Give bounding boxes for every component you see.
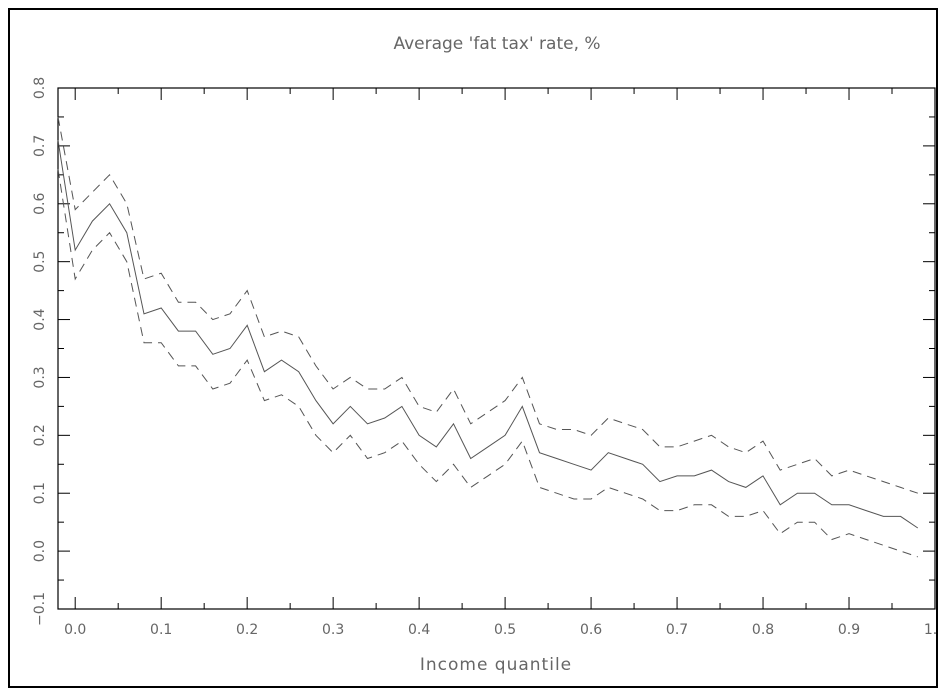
estimate-line — [57, 140, 919, 529]
x-tick-label: 0.8 — [752, 622, 774, 638]
x-tick-label: 0.4 — [408, 622, 430, 638]
y-tick-label: 0.2 — [32, 424, 48, 446]
y-tick-label: 0.3 — [32, 366, 48, 388]
plot-area — [57, 87, 936, 610]
x-tick-label: 0.7 — [666, 622, 688, 638]
series-lines — [57, 116, 919, 558]
y-tick-label: 0.4 — [32, 308, 48, 330]
line-chart: Average 'fat tax' rate, % 0.0 0.1 0.2 0.3 0.… — [32, 34, 936, 675]
x-tick-labels: 0.0 0.1 0.2 0.3 0.4 0.5 0.6 0.7 0.8 0.9 1.0 — [64, 622, 936, 638]
y-tick-label: 0.5 — [32, 251, 48, 273]
x-tick-label: 1.0 — [924, 622, 936, 638]
y-tick-label: −0.1 — [32, 592, 48, 626]
y-tick-label: 0.1 — [32, 482, 48, 504]
y-tick-label: 0.0 — [32, 540, 48, 562]
y-tick-label: 0.6 — [32, 193, 48, 215]
axis-ticks — [58, 87, 936, 610]
confidence-band-line — [57, 116, 918, 494]
x-tick-label: 0.3 — [322, 622, 344, 638]
x-tick-label: 0.0 — [64, 622, 86, 638]
x-axis-label: Income quantile — [420, 655, 572, 675]
x-tick-label: 0.9 — [838, 622, 860, 638]
x-tick-label: 0.2 — [236, 622, 258, 638]
y-tick-label: 0.8 — [32, 77, 48, 99]
chart-title: Average 'fat tax' rate, % — [393, 34, 600, 54]
y-tick-label: 0.7 — [32, 135, 48, 157]
chart-frame: Average 'fat tax' rate, % 0.0 0.1 0.2 0.3 0.… — [8, 8, 938, 688]
x-tick-label: 0.5 — [494, 622, 516, 638]
x-tick-label: 0.1 — [150, 622, 172, 638]
y-tick-labels: −0.1 0.0 0.1 0.2 0.3 0.4 0.5 0.6 0.7 0.8 — [32, 77, 48, 626]
x-tick-label: 0.6 — [580, 622, 602, 638]
confidence-band-line — [57, 168, 918, 558]
